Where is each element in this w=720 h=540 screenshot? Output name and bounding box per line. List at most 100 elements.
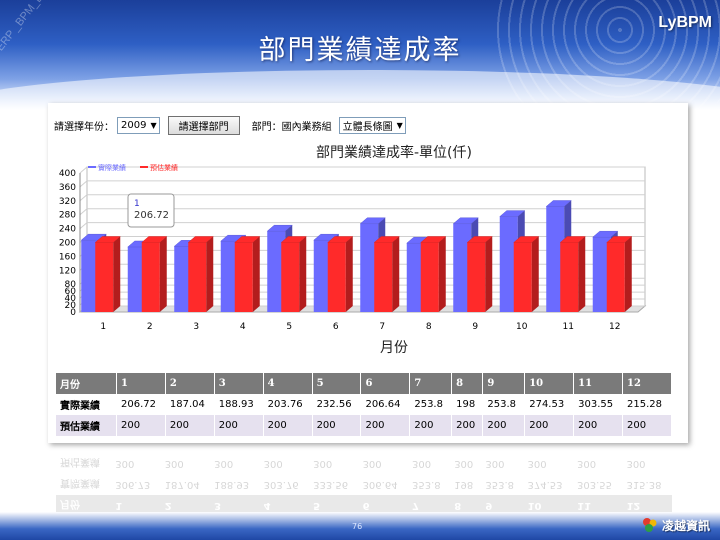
x-tick-label: 3 xyxy=(193,322,199,332)
bar-side xyxy=(624,236,632,312)
reflection-cell: 353.8 xyxy=(412,479,441,490)
report-panel: 請選擇年份： 2009 ▼ 請選擇部門 部門：國內業務組 立體長條圖 ▼ 0 20… xyxy=(48,103,688,443)
company-logo-icon xyxy=(642,518,657,532)
bar xyxy=(546,206,565,312)
table-cell: 200 xyxy=(409,415,453,436)
table-cell: 253.8 xyxy=(482,394,526,415)
reflection-cell: 306.64 xyxy=(362,479,398,490)
bar xyxy=(513,242,532,312)
chevron-down-icon: ▼ xyxy=(396,120,403,130)
bar-side xyxy=(485,236,493,312)
reflection-cell: 306.73 xyxy=(115,479,151,490)
bar-top xyxy=(266,224,293,232)
table-cell: 274.53 xyxy=(524,394,575,415)
bar xyxy=(313,240,332,312)
chart-type-select[interactable]: 立體長條圖 ▼ xyxy=(338,116,406,134)
bar-side xyxy=(159,236,167,312)
table-header-cell: 5 xyxy=(312,373,362,394)
data-table: 月份 1 2 3 4 5 6 7 8 9 10 11 12 實際業績 206.7… xyxy=(56,373,672,436)
bar-top xyxy=(545,200,572,207)
legend-label: 預估業績 xyxy=(150,163,178,172)
reflection-cell: 187.04 xyxy=(164,479,200,490)
table-cell: 200 xyxy=(524,415,575,436)
table-cell: 200 xyxy=(360,415,411,436)
y-tick-label: 0 xyxy=(70,308,76,318)
gridline-side xyxy=(79,194,88,202)
x-tick-label: 2 xyxy=(147,322,153,332)
bar xyxy=(267,231,286,312)
footer-logo: 凌越資訊 xyxy=(641,516,710,534)
row-label: 實際業績 xyxy=(56,394,117,415)
y-tick-label: 20 xyxy=(65,301,77,311)
table-cell: 200 xyxy=(312,415,362,436)
table-header-cell: 2 xyxy=(165,373,215,394)
x-tick-label: 11 xyxy=(563,322,574,332)
x-tick-label: 10 xyxy=(516,322,528,332)
tooltip-box xyxy=(127,193,175,228)
reflection-cell: 300 xyxy=(362,458,382,469)
table-header-cell: 9 xyxy=(482,373,526,394)
table-cell: 215.28 xyxy=(622,394,672,415)
table-header-cell: 6 xyxy=(360,373,411,394)
x-tick-label: 4 xyxy=(240,322,246,332)
reflection-cell: 300 xyxy=(485,458,505,469)
reflection-cell: 300 xyxy=(263,458,283,469)
table-header-cell: 10 xyxy=(524,373,575,394)
bar xyxy=(467,242,486,312)
bar xyxy=(327,242,346,312)
x-tick-label: 6 xyxy=(333,322,339,332)
table-header-cell: 3 xyxy=(214,373,264,394)
chart-title: 部門業績達成率-單位(仟) xyxy=(316,144,472,161)
table-row: 實際業績 206.72 187.04 188.93 203.76 232.56 … xyxy=(56,394,672,415)
reflection-cell: 333.56 xyxy=(313,479,349,490)
table-cell: 188.93 xyxy=(214,394,264,415)
y-tick-label: 160 xyxy=(59,252,76,262)
bar xyxy=(592,237,611,312)
reflection-cell: 300 xyxy=(412,458,432,469)
bar xyxy=(188,242,207,312)
reflection-cell: 374.53 xyxy=(527,479,563,490)
y-tick-label: 280 xyxy=(59,211,76,221)
tooltip-value: 206.72 xyxy=(134,210,169,221)
table-header-cell: 7 xyxy=(409,373,453,394)
reflection-cell: 198 xyxy=(454,479,474,490)
bar-side xyxy=(578,236,586,312)
select-department-button[interactable]: 請選擇部門 xyxy=(167,115,240,135)
bar-side xyxy=(438,236,446,312)
table-cell: 200 xyxy=(165,415,215,436)
x-tick-label: 8 xyxy=(426,322,432,332)
reflection-cell: 353.8 xyxy=(485,479,514,490)
bar xyxy=(374,242,393,312)
bar xyxy=(95,242,114,312)
reflection-cell: 300 xyxy=(454,458,474,469)
y-tick-label: 40 xyxy=(65,294,77,304)
slide-header xyxy=(0,0,720,110)
year-label: 請選擇年份： xyxy=(54,121,114,133)
gridline-side xyxy=(79,222,88,229)
reflection-cell: 300 xyxy=(313,458,333,469)
legend-label: 實際業績 xyxy=(98,163,126,172)
table-cell: 200 xyxy=(263,415,313,436)
bar-side xyxy=(299,236,307,312)
bar xyxy=(606,242,625,312)
x-axis-label: 月份 xyxy=(380,340,408,356)
table-header-cell: 12 xyxy=(622,373,672,394)
table-header-cell: 1 xyxy=(116,373,166,394)
gridline-side xyxy=(79,208,88,216)
bar xyxy=(127,247,146,312)
table-cell: 206.72 xyxy=(116,394,166,415)
table-cell: 206.64 xyxy=(360,394,411,415)
slide-title: 部門業績達成率 xyxy=(258,35,462,66)
table-reflection: 月份 1 2 3 4 5 6 7 8 9 10 11 12 實際業績 306.7… xyxy=(56,446,672,516)
reflection-cell: 實際業績 xyxy=(60,477,100,488)
bar-side xyxy=(113,236,121,312)
reflection-row: 實際業績 306.73 187.04 188.93 303.76 333.56 … xyxy=(56,474,672,495)
bar-side xyxy=(531,236,539,312)
gridline-side xyxy=(79,180,88,188)
year-select[interactable]: 2009 ▼ xyxy=(117,116,160,134)
reflection-cell: 300 xyxy=(527,458,547,469)
y-tick-label: 240 xyxy=(59,225,76,235)
table-cell: 187.04 xyxy=(165,394,215,415)
x-tick-label: 7 xyxy=(379,322,385,332)
